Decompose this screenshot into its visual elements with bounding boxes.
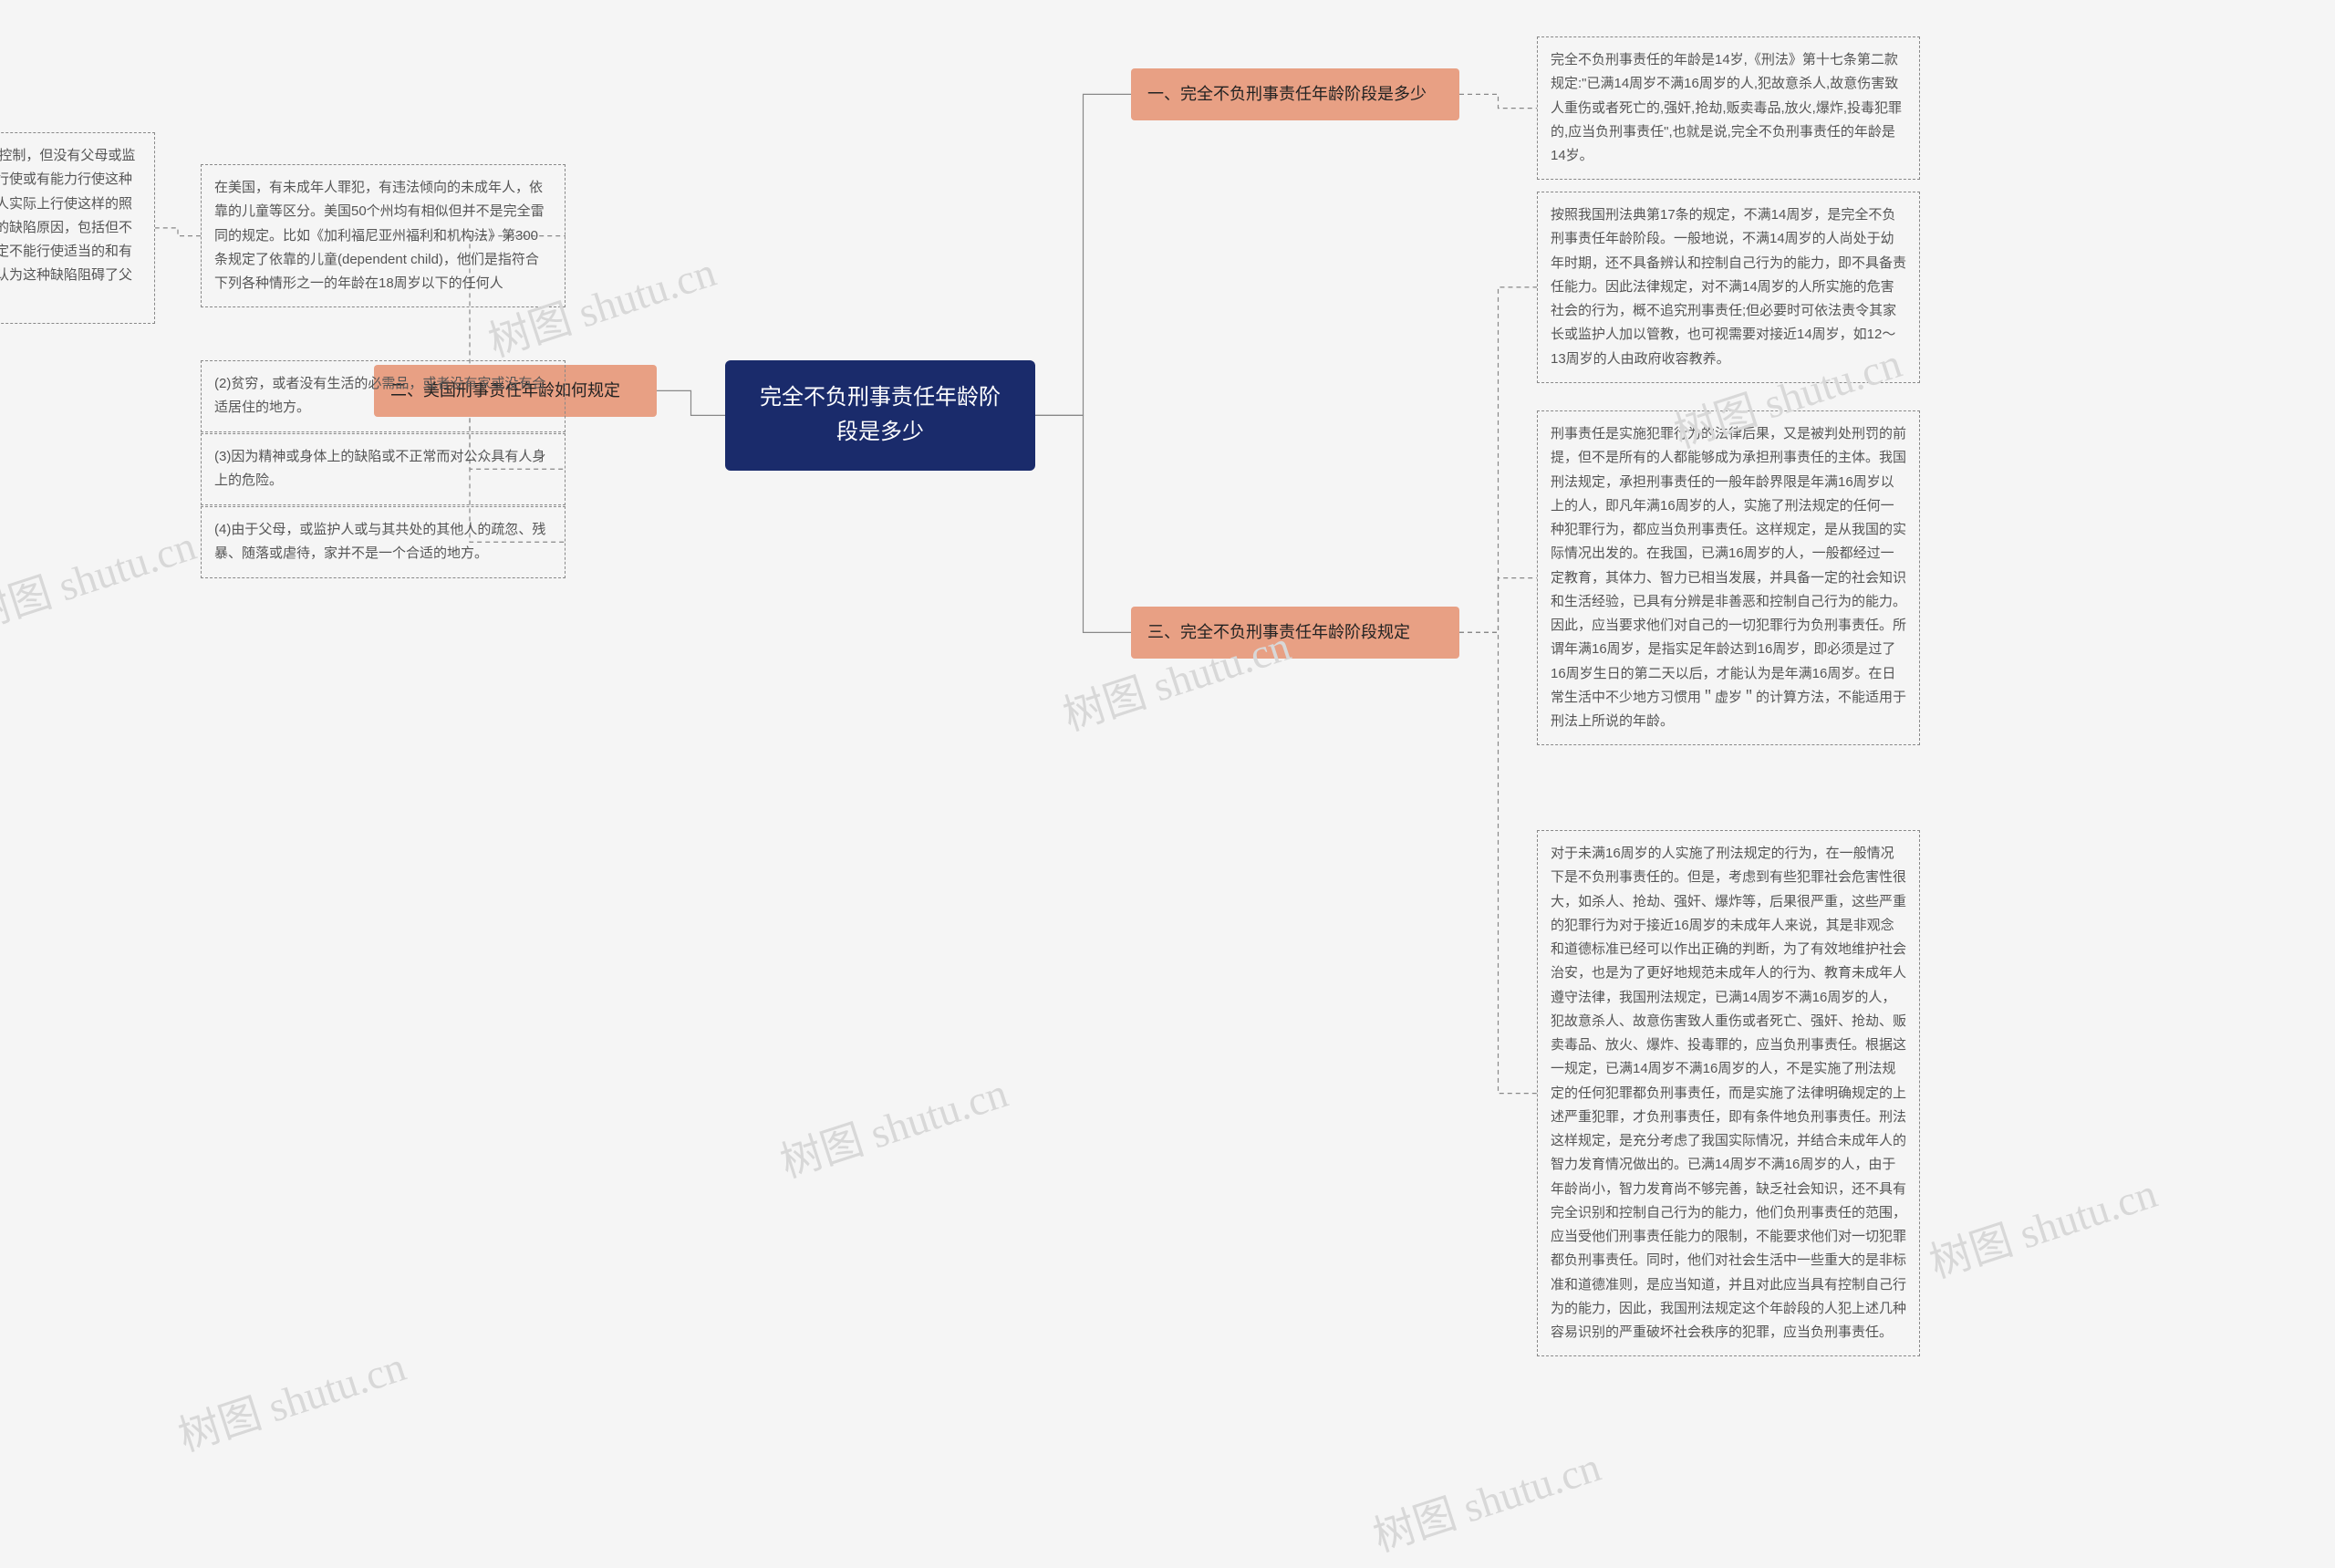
leaf-r3b: 刑事责任是实施犯罪行为的法律后果，又是被判处刑罚的前提，但不是所有的人都能够成为…: [1537, 410, 1920, 745]
leaf-r3c: 对于未满16周岁的人实施了刑法规定的行为，在一般情况下是不负刑事责任的。但是，考…: [1537, 830, 1920, 1356]
watermark: 树图 shutu.cn: [0, 513, 202, 643]
leaf-l2c: (3)因为精神或身体上的缺陷或不正常而对公众具有人身上的危险。: [201, 433, 566, 505]
branch-r1: 一、完全不负刑事责任年龄阶段是多少: [1131, 68, 1459, 120]
leaf-r1a: 完全不负刑事责任的年龄是14岁,《刑法》第十七条第二款规定:"已满14周岁不满1…: [1537, 36, 1920, 180]
leaf-l2a1: (1)需要适当和有效的父母照顾或控制，但没有父母或监护人，或没有父母或监护人愿意…: [0, 132, 155, 324]
leaf-l2b: (2)贫穷，或者没有生活的必需品，或者没有家或没有合适居住的地方。: [201, 360, 566, 432]
leaf-l2d: (4)由于父母，或监护人或与其共处的其他人的疏忽、残暴、随落或虐待，家并不是一个…: [201, 506, 566, 578]
watermark: 树图 shutu.cn: [1365, 1434, 1607, 1564]
watermark: 树图 shutu.cn: [1921, 1160, 2164, 1291]
watermark: 树图 shutu.cn: [170, 1334, 412, 1464]
center-node: 完全不负刑事责任年龄阶段是多少: [725, 360, 1035, 471]
leaf-l2a: 在美国，有未成年人罪犯，有违法倾向的未成年人，依靠的儿童等区分。美国50个州均有…: [201, 164, 566, 307]
watermark: 树图 shutu.cn: [772, 1060, 1014, 1190]
leaf-r3a: 按照我国刑法典第17条的规定，不满14周岁，是完全不负刑事责任年龄阶段。一般地说…: [1537, 192, 1920, 383]
branch-r3: 三、完全不负刑事责任年龄阶段规定: [1131, 607, 1459, 659]
